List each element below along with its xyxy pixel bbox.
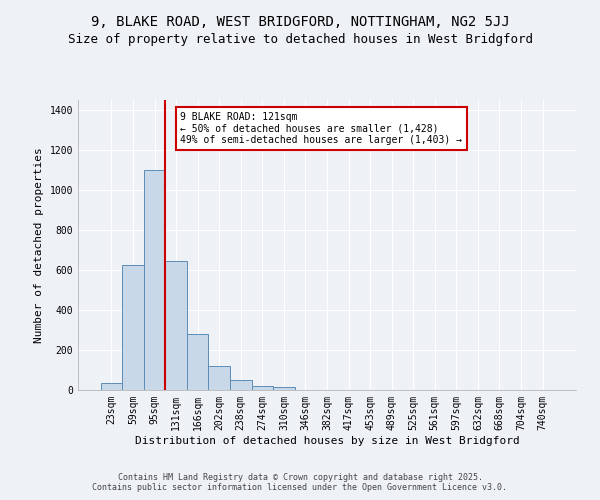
Bar <box>251 386 273 390</box>
Y-axis label: Number of detached properties: Number of detached properties <box>34 147 44 343</box>
Bar <box>122 265 144 390</box>
Bar <box>101 383 122 390</box>
Bar <box>208 366 230 390</box>
Bar <box>230 380 251 390</box>
Text: Contains HM Land Registry data © Crown copyright and database right 2025.
Contai: Contains HM Land Registry data © Crown c… <box>92 473 508 492</box>
Bar <box>273 387 295 390</box>
X-axis label: Distribution of detached houses by size in West Bridgford: Distribution of detached houses by size … <box>134 436 520 446</box>
Text: 9, BLAKE ROAD, WEST BRIDGFORD, NOTTINGHAM, NG2 5JJ: 9, BLAKE ROAD, WEST BRIDGFORD, NOTTINGHA… <box>91 15 509 29</box>
Bar <box>187 334 208 390</box>
Text: Size of property relative to detached houses in West Bridgford: Size of property relative to detached ho… <box>67 32 533 46</box>
Bar <box>144 170 166 390</box>
Text: 9 BLAKE ROAD: 121sqm
← 50% of detached houses are smaller (1,428)
49% of semi-de: 9 BLAKE ROAD: 121sqm ← 50% of detached h… <box>181 112 463 145</box>
Bar <box>166 261 187 390</box>
